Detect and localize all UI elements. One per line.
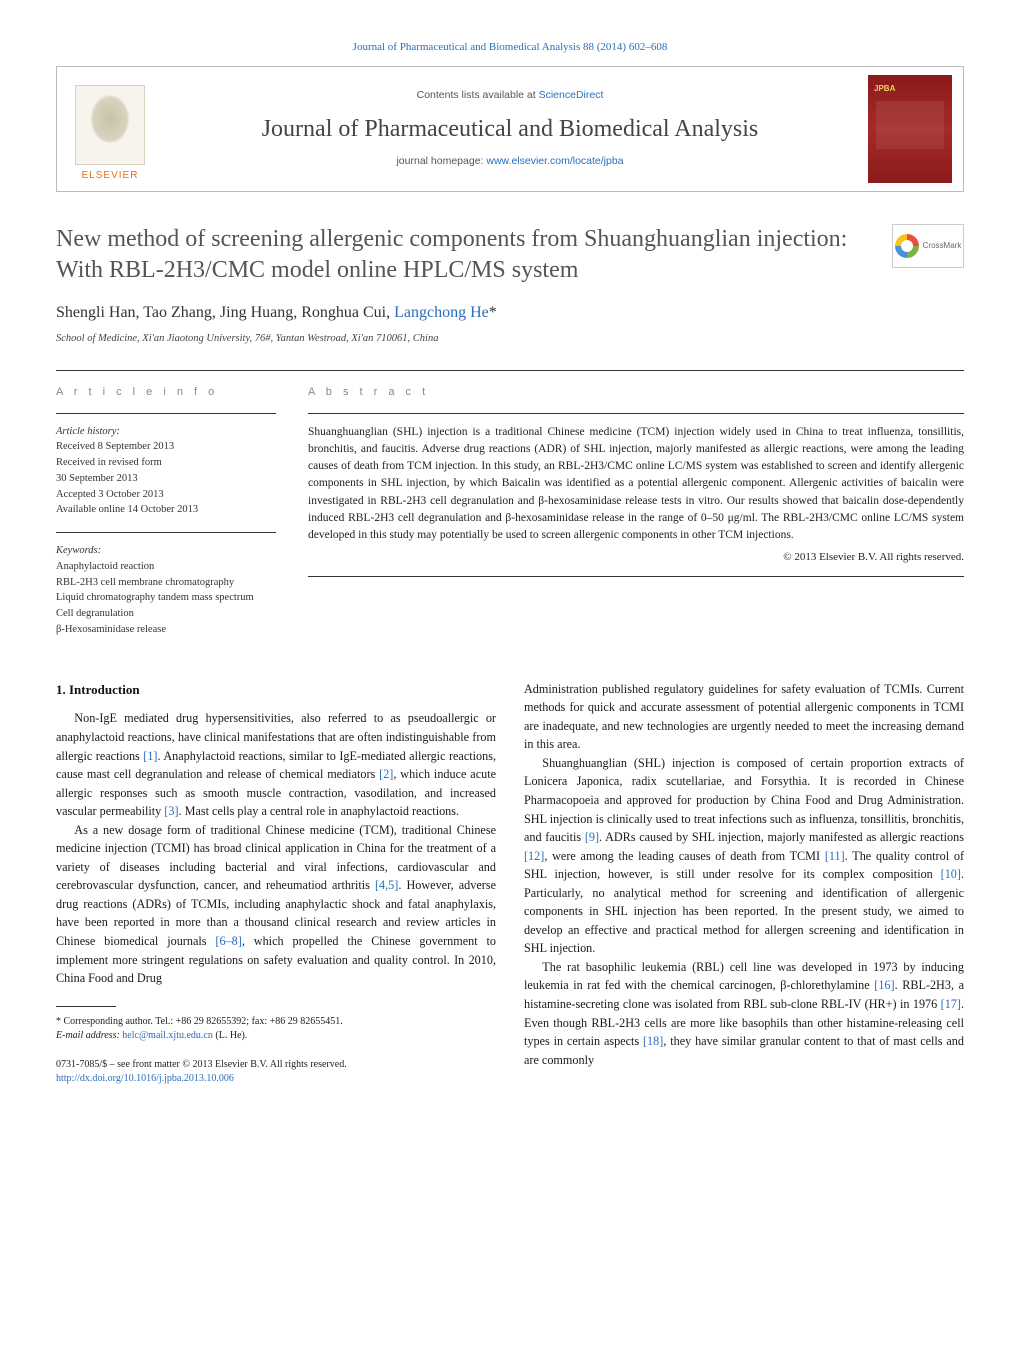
article-title: New method of screening allergenic compo… [56, 224, 872, 285]
abstract-copyright: © 2013 Elsevier B.V. All rights reserved… [308, 550, 964, 566]
abstract-text: Shuanghuanglian (SHL) injection is a tra… [308, 424, 964, 545]
intro-para-1: Non-IgE mediated drug hypersensitivities… [56, 709, 496, 820]
authors-line: Shengli Han, Tao Zhang, Jing Huang, Rong… [56, 301, 964, 324]
journal-masthead: ELSEVIER Contents lists available at Sci… [56, 66, 964, 192]
cite-2[interactable]: [2] [379, 767, 393, 781]
intro-para-3: Administration published regulatory guid… [524, 680, 964, 754]
crossmark-badge[interactable]: CrossMark [892, 224, 964, 268]
homepage-link[interactable]: www.elsevier.com/locate/jpba [486, 155, 623, 167]
corresponding-author-link[interactable]: Langchong He [394, 304, 489, 321]
cite-4-5[interactable]: [4,5] [375, 878, 398, 892]
body-column-left: 1. Introduction Non-IgE mediated drug hy… [56, 680, 496, 1087]
intro-para-5: The rat basophilic leukemia (RBL) cell l… [524, 958, 964, 1069]
intro-heading: 1. Introduction [56, 680, 496, 700]
article-history: Article history: Received 8 September 20… [56, 424, 276, 519]
affiliation: School of Medicine, Xi'an Jiaotong Unive… [56, 331, 964, 346]
abstract-heading: a b s t r a c t [308, 385, 964, 401]
footnote-separator [56, 1006, 116, 1007]
crossmark-label: CrossMark [923, 240, 962, 252]
cite-18[interactable]: [18] [643, 1034, 663, 1048]
sciencedirect-link[interactable]: ScienceDirect [539, 89, 604, 101]
cite-16[interactable]: [16] [874, 978, 894, 992]
journal-cover-box [857, 67, 963, 191]
publisher-name: ELSEVIER [82, 169, 139, 184]
crossmark-icon [895, 234, 919, 258]
author-email-link[interactable]: helc@mail.xjtu.edu.cn [122, 1030, 213, 1041]
cite-17[interactable]: [17] [941, 997, 961, 1011]
intro-para-4: Shuanghuanglian (SHL) injection is compo… [524, 754, 964, 958]
citation-header: Journal of Pharmaceutical and Biomedical… [56, 40, 964, 56]
journal-homepage: journal homepage: www.elsevier.com/locat… [396, 154, 623, 169]
intro-para-2: As a new dosage form of traditional Chin… [56, 821, 496, 988]
article-info-heading: a r t i c l e i n f o [56, 385, 276, 401]
journal-cover-icon [868, 75, 952, 183]
cite-10[interactable]: [10] [941, 867, 961, 881]
cite-3[interactable]: [3] [164, 804, 178, 818]
keywords-block: Keywords: Anaphylactoid reaction RBL-2H3… [56, 543, 276, 638]
publisher-logo-box: ELSEVIER [57, 67, 163, 191]
contents-available: Contents lists available at ScienceDirec… [417, 88, 604, 103]
corresponding-author-footnote: * Corresponding author. Tel.: +86 29 826… [56, 1015, 496, 1044]
doi-link[interactable]: http://dx.doi.org/10.1016/j.jpba.2013.10… [56, 1073, 234, 1084]
cite-11[interactable]: [11] [825, 849, 845, 863]
cite-12[interactable]: [12] [524, 849, 544, 863]
cite-1[interactable]: [1] [143, 749, 157, 763]
cite-6-8[interactable]: [6–8] [215, 934, 241, 948]
cite-9[interactable]: [9] [585, 830, 599, 844]
elsevier-tree-icon [75, 85, 145, 165]
body-column-right: Administration published regulatory guid… [524, 680, 964, 1087]
journal-name: Journal of Pharmaceutical and Biomedical… [262, 112, 759, 147]
citation-link[interactable]: Journal of Pharmaceutical and Biomedical… [353, 41, 668, 53]
doi-block: 0731-7085/$ – see front matter © 2013 El… [56, 1058, 496, 1087]
